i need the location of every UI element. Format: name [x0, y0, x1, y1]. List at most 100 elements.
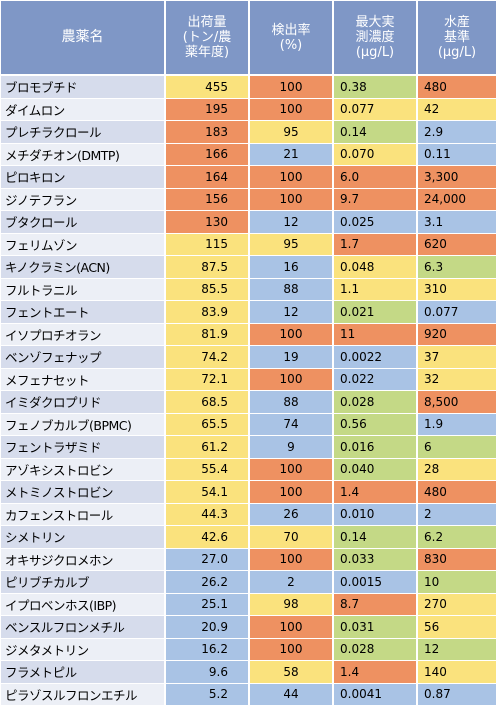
- header-line: 出荷量: [187, 15, 226, 30]
- fishery-standard-cell: 3,300: [418, 166, 498, 189]
- shipment-cell: 42.6: [166, 526, 250, 549]
- pesticide-name-cell: ピロキロン: [1, 166, 166, 189]
- header-pesticide-name: 農薬名: [1, 1, 166, 76]
- fishery-standard-cell: 37: [418, 346, 498, 369]
- detection-rate-cell: 58: [250, 661, 334, 684]
- header-line: 最大実: [355, 15, 394, 30]
- header-shipment: 出荷量(トン/農薬年度): [166, 1, 250, 76]
- max-concentration-cell: 0.070: [334, 144, 418, 167]
- detection-rate-cell: 70: [250, 526, 334, 549]
- pesticide-name-cell: ダイムロン: [1, 99, 166, 122]
- detection-rate-cell: 74: [250, 414, 334, 437]
- pesticide-name-cell: キノクラミン(ACN): [1, 256, 166, 279]
- shipment-cell: 183: [166, 121, 250, 144]
- header-detection-rate: 検出率(%): [250, 1, 334, 76]
- header-fishery-standard: 水産基準(µg/L): [418, 1, 498, 76]
- pesticide-name-cell: オキサジクロメホン: [1, 549, 166, 572]
- pesticide-name-cell: メチダチオン(DMTP): [1, 144, 166, 167]
- pesticide-name-cell: メトミノストロビン: [1, 481, 166, 504]
- detection-rate-cell: 16: [250, 256, 334, 279]
- fishery-standard-cell: 10: [418, 571, 498, 594]
- header-line: 水産: [444, 15, 470, 30]
- fishery-standard-cell: 1.9: [418, 414, 498, 437]
- detection-rate-cell: 100: [250, 99, 334, 122]
- detection-rate-cell: 88: [250, 279, 334, 302]
- fishery-standard-cell: 3.1: [418, 211, 498, 234]
- shipment-cell: 115: [166, 234, 250, 257]
- shipment-cell: 81.9: [166, 324, 250, 347]
- max-concentration-cell: 0.077: [334, 99, 418, 122]
- header-line: 農薬名: [62, 29, 104, 45]
- fishery-standard-cell: 0.87: [418, 684, 498, 706]
- pesticide-name-cell: ベンスルフロンメチル: [1, 616, 166, 639]
- shipment-cell: 72.1: [166, 369, 250, 392]
- pesticide-name-cell: フェントラザミド: [1, 436, 166, 459]
- header-line: (トン/農: [183, 30, 231, 45]
- shipment-cell: 27.0: [166, 549, 250, 572]
- shipment-cell: 83.9: [166, 301, 250, 324]
- pesticide-name-cell: ジメタメトリン: [1, 639, 166, 662]
- fishery-standard-cell: 920: [418, 324, 498, 347]
- pesticide-name-cell: フルトラニル: [1, 279, 166, 302]
- detection-rate-cell: 100: [250, 189, 334, 212]
- shipment-cell: 166: [166, 144, 250, 167]
- max-concentration-cell: 0.56: [334, 414, 418, 437]
- pesticide-name-cell: フェノブカルブ(BPMC): [1, 414, 166, 437]
- pesticide-name-cell: カフェンストロール: [1, 504, 166, 527]
- pesticide-name-cell: ジノテフラン: [1, 189, 166, 212]
- shipment-cell: 20.9: [166, 616, 250, 639]
- detection-rate-cell: 26: [250, 504, 334, 527]
- detection-rate-cell: 100: [250, 369, 334, 392]
- max-concentration-cell: 0.0041: [334, 684, 418, 706]
- shipment-cell: 87.5: [166, 256, 250, 279]
- shipment-cell: 54.1: [166, 481, 250, 504]
- pesticide-name-cell: ピリブチカルブ: [1, 571, 166, 594]
- fishery-standard-cell: 140: [418, 661, 498, 684]
- max-concentration-cell: 0.040: [334, 459, 418, 482]
- pesticide-name-cell: イソプロチオラン: [1, 324, 166, 347]
- fishery-standard-cell: 0.077: [418, 301, 498, 324]
- fishery-standard-cell: 480: [418, 76, 498, 99]
- shipment-cell: 55.4: [166, 459, 250, 482]
- header-max-concentration: 最大実測濃度(µg/L): [334, 1, 418, 76]
- pesticide-name-cell: プレチラクロール: [1, 121, 166, 144]
- shipment-cell: 85.5: [166, 279, 250, 302]
- max-concentration-cell: 0.048: [334, 256, 418, 279]
- detection-rate-cell: 12: [250, 211, 334, 234]
- shipment-cell: 164: [166, 166, 250, 189]
- max-concentration-cell: 0.025: [334, 211, 418, 234]
- max-concentration-cell: 0.028: [334, 639, 418, 662]
- detection-rate-cell: 100: [250, 481, 334, 504]
- detection-rate-cell: 95: [250, 234, 334, 257]
- header-line: 薬年度): [185, 45, 229, 60]
- fishery-standard-cell: 2: [418, 504, 498, 527]
- pesticide-table-figure: 農薬名 出荷量(トン/農薬年度) 検出率(%) 最大実測濃度(µg/L) 水産基…: [0, 0, 500, 640]
- max-concentration-cell: 0.14: [334, 526, 418, 549]
- max-concentration-cell: 0.033: [334, 549, 418, 572]
- shipment-cell: 25.1: [166, 594, 250, 617]
- fishery-standard-cell: 480: [418, 481, 498, 504]
- fishery-standard-cell: 310: [418, 279, 498, 302]
- header-line: 基準: [444, 30, 470, 45]
- fishery-standard-cell: 32: [418, 369, 498, 392]
- max-concentration-cell: 0.021: [334, 301, 418, 324]
- fishery-standard-cell: 2.9: [418, 121, 498, 144]
- fishery-standard-cell: 6: [418, 436, 498, 459]
- fishery-standard-cell: 42: [418, 99, 498, 122]
- detection-rate-cell: 2: [250, 571, 334, 594]
- pesticide-name-cell: フェリムゾン: [1, 234, 166, 257]
- fishery-standard-cell: 830: [418, 549, 498, 572]
- max-concentration-cell: 9.7: [334, 189, 418, 212]
- shipment-cell: 61.2: [166, 436, 250, 459]
- shipment-cell: 130: [166, 211, 250, 234]
